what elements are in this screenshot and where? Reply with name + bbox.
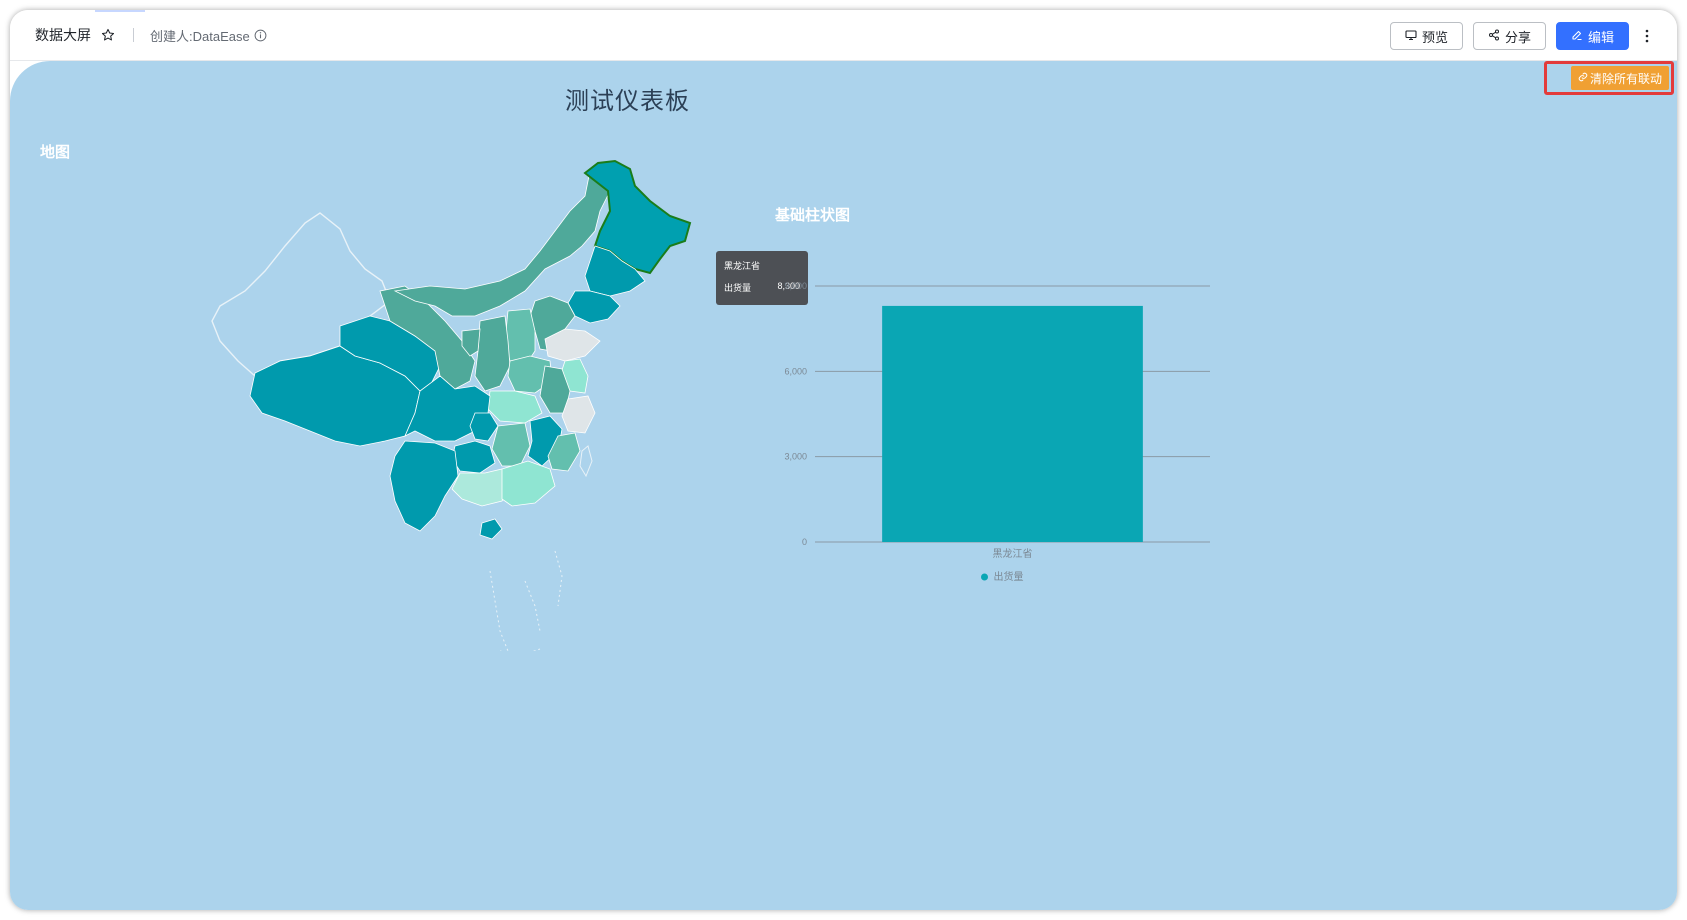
title-group: 数据大屏 创建人:DataEase [35,25,267,45]
x-tick-label: 黑龙江省 [993,547,1033,560]
map-region-hainan[interactable] [479,518,503,540]
link-icon [1578,71,1588,85]
top-toolbar: 数据大屏 创建人:DataEase 预览 [10,10,1677,61]
edit-button[interactable]: 编辑 [1555,22,1629,50]
map-panel-title: 地图 [40,144,71,161]
dashboard-title: 测试仪表板 [565,88,690,115]
info-icon[interactable] [254,29,267,42]
preview-label: 预览 [1421,29,1448,45]
legend-marker [981,573,988,581]
more-vertical-icon[interactable] [1639,22,1655,50]
dashboard-canvas: 测试仪表板 清除所有联动 地图 [10,61,1677,910]
preview-button[interactable]: 预览 [1389,22,1463,50]
china-map[interactable] [190,151,710,651]
map-region-ningxia[interactable] [461,328,481,357]
map-region-shaanxi[interactable] [474,315,511,392]
divider [133,28,134,42]
legend-label: 出货量 [994,570,1024,583]
map-region-fujian[interactable] [547,432,581,472]
y-tick-label: 9,000 [784,281,807,291]
map-region-hubei[interactable] [487,390,543,424]
tooltip-metric: 出货量 [724,283,752,293]
toolbar-actions: 预览 分享 编辑 [1389,22,1655,50]
map-region-hunan[interactable] [491,422,531,467]
share-button[interactable]: 分享 [1472,22,1546,50]
map-region-guangxi[interactable] [451,468,513,507]
tooltip-row: 出货量 8,300 [724,281,800,294]
map-region-guangdong[interactable] [501,460,556,507]
map-region-zhejiang[interactable] [561,395,596,434]
map-region-heilongjiang[interactable] [583,159,692,275]
y-tick-label: 6,000 [784,366,807,376]
map-region-inner-mongolia[interactable] [393,170,611,317]
tooltip-value: 8,300 [777,281,800,291]
clear-linkage-button[interactable]: 清除所有联动 [1571,66,1669,90]
map-region-yunnan[interactable] [389,440,459,532]
tab-indicator [95,10,145,12]
edit-icon [1571,29,1583,44]
map-region-jilin[interactable] [584,245,646,297]
monitor-icon [1405,29,1417,44]
app-window: 数据大屏 创建人:DataEase 预览 [10,10,1677,910]
tooltip-region: 黑龙江省 [724,261,761,271]
bar[interactable] [882,305,1143,542]
edit-label: 编辑 [1587,29,1614,45]
creator-text: 创建人:DataEase [150,28,250,44]
app-title: 数据大屏 [35,27,91,43]
star-icon[interactable] [101,28,115,42]
bar-chart-title: 基础柱状图 [775,207,851,224]
clear-linkage-label: 清除所有联动 [1589,71,1662,86]
share-icon [1488,29,1500,44]
south-sea-islands [489,550,563,651]
map-region-chongqing[interactable] [469,412,499,442]
creator-info: 创建人:DataEase [150,26,267,45]
y-tick-label: 3,000 [784,452,807,462]
map-region-guizhou[interactable] [451,440,496,474]
map-region-taiwan[interactable] [579,445,593,478]
map-tooltip: 黑龙江省 出货量 8,300 [716,251,808,305]
map-region-shandong[interactable] [544,328,601,362]
y-tick-label: 0 [802,537,807,547]
share-label: 分享 [1504,29,1531,45]
